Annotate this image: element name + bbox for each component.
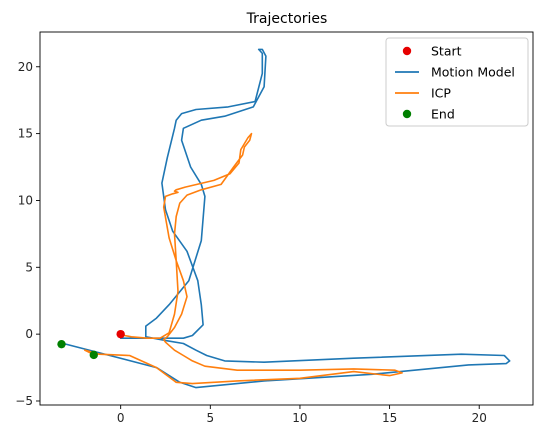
series-line-icp <box>84 132 403 385</box>
y-tick-label: 10 <box>18 193 33 207</box>
x-tick-label: 15 <box>382 411 397 425</box>
legend-label-icp: ICP <box>431 86 451 101</box>
series-line-motion-model <box>62 48 511 389</box>
y-tick-label: 0 <box>25 327 33 341</box>
legend-label-end: End <box>431 107 455 122</box>
legend-label-start: Start <box>431 44 462 59</box>
plot-area <box>57 48 511 389</box>
point-start <box>116 329 125 339</box>
chart-title: Trajectories <box>246 11 328 27</box>
axes-frame <box>39 31 534 406</box>
y-tick-label: 20 <box>18 60 33 74</box>
axes-ticks: 0 5 10 15 20 −5 0 5 10 15 20 <box>15 31 534 425</box>
x-tick-label: 5 <box>206 411 214 425</box>
point-end <box>57 339 66 349</box>
legend: Start Motion Model ICP End <box>385 37 529 127</box>
y-tick-label: 5 <box>25 260 33 274</box>
y-tick-label: −5 <box>15 394 33 408</box>
x-tick-label: 20 <box>472 411 487 425</box>
point-end <box>89 350 98 360</box>
data-layer <box>57 48 511 389</box>
x-tick-label: 10 <box>292 411 307 425</box>
legend-box <box>385 37 529 127</box>
x-tick-label: 0 <box>117 411 125 425</box>
legend-marker-end <box>402 109 412 119</box>
y-tick-label: 15 <box>18 127 33 141</box>
legend-label-motion-model: Motion Model <box>431 65 515 80</box>
legend-marker-start <box>402 46 412 56</box>
